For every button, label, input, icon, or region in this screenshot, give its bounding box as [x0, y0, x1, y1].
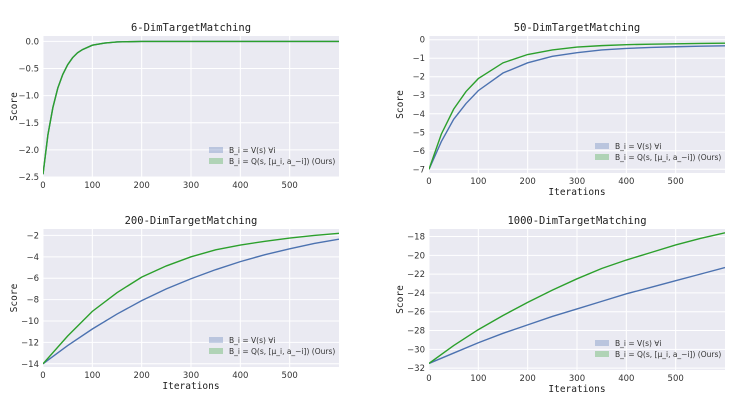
x-tick-label: 300 [183, 181, 199, 191]
x-tick-label: 200 [134, 371, 150, 381]
x-axis-label: Iterations [548, 384, 605, 395]
legend-swatch-1 [209, 147, 223, 153]
x-tick-label: 0 [426, 177, 431, 187]
x-tick-label: 300 [183, 371, 199, 381]
x-tick-label: 300 [569, 177, 585, 187]
y-tick-label: −28 [407, 327, 425, 337]
series-line-2 [43, 40, 339, 175]
x-tick-label: 100 [470, 374, 486, 384]
chart-title: 200-DimTargetMatching [125, 215, 258, 227]
y-tick-label: −14 [21, 360, 39, 370]
y-tick-label: −12 [21, 338, 39, 348]
y-tick-label: −2 [412, 73, 425, 83]
legend-swatch-2 [209, 348, 223, 354]
legend-swatch-1 [595, 143, 609, 149]
y-tick-label: −1 [412, 54, 425, 64]
legend-label-1: B_i = V(s) ∀i [615, 339, 662, 348]
x-tick-label: 200 [134, 181, 150, 191]
x-tick-label: 0 [40, 181, 45, 191]
x-tick-label: 100 [84, 181, 100, 191]
legend-label-2: B_i = Q(s, [μ_i, a_−i]) (Ours) [615, 350, 721, 359]
x-tick-label: 500 [282, 371, 298, 381]
legend-label-2: B_i = Q(s, [μ_i, a_−i]) (Ours) [229, 347, 335, 356]
x-tick-label: 500 [282, 181, 298, 191]
y-tick-label: −8 [26, 296, 39, 306]
y-tick-label: −22 [407, 270, 425, 280]
series-line-2 [429, 42, 725, 170]
x-tick-label: 500 [668, 374, 684, 384]
y-axis-label: Score [395, 90, 406, 119]
x-tick-label: 500 [668, 177, 684, 187]
chart-panel-3: 200-DimTargetMatching 0 100 200 300 400 500 −2 −… [9, 215, 339, 392]
y-tick-label: −0.5 [18, 65, 39, 75]
legend-swatch-2 [595, 351, 609, 357]
x-tick-label: 300 [569, 374, 585, 384]
legend-label-1: B_i = V(s) ∀i [229, 146, 276, 155]
y-axis-label: Score [395, 285, 406, 314]
x-tick-label: 400 [618, 177, 634, 187]
y-tick-label: −6 [26, 274, 39, 284]
legend-swatch-1 [595, 340, 609, 346]
y-tick-label: −20 [407, 251, 425, 261]
x-tick-label: 0 [426, 374, 431, 384]
series-line-1 [43, 238, 339, 365]
y-tick-label: −4 [26, 253, 39, 263]
x-tick-label: 100 [84, 371, 100, 381]
series-line-2 [429, 232, 725, 364]
x-axis-label: Iterations [162, 381, 219, 392]
chart-title: 50-DimTargetMatching [514, 22, 640, 34]
y-axis-label: Score [9, 283, 20, 312]
y-tick-label: 0.0 [25, 37, 39, 47]
y-tick-label: −26 [407, 308, 425, 318]
y-tick-label: −4 [412, 110, 425, 120]
legend-swatch-1 [209, 337, 223, 343]
y-tick-label: −1.5 [18, 119, 39, 129]
y-tick-label: −24 [407, 289, 425, 299]
y-tick-label: −6 [412, 147, 425, 157]
y-tick-label: −32 [407, 364, 425, 374]
series-line-1 [429, 45, 725, 170]
y-tick-label: −1.0 [18, 92, 39, 102]
x-tick-label: 200 [520, 177, 536, 187]
series-line-1 [429, 266, 725, 365]
legend-label-1: B_i = V(s) ∀i [615, 142, 662, 151]
legend-swatch-2 [209, 158, 223, 164]
x-tick-label: 400 [618, 374, 634, 384]
chart-title: 6-DimTargetMatching [131, 22, 251, 34]
chart-panel-1: 6-DimTargetMatching 0 100 200 300 400 500 0.0 −0… [9, 22, 339, 191]
y-axis-label: Score [9, 92, 20, 121]
y-tick-label: −5 [412, 128, 425, 138]
y-tick-label: −3 [412, 91, 425, 101]
y-tick-label: −2.5 [18, 173, 39, 183]
y-tick-label: −30 [407, 345, 425, 355]
y-tick-label: −18 [407, 233, 425, 243]
legend-label-2: B_i = Q(s, [μ_i, a_−i]) (Ours) [229, 157, 335, 166]
x-axis-label: Iterations [548, 187, 605, 198]
y-tick-label: 0 [420, 36, 425, 46]
y-tick-label: −2.0 [18, 146, 39, 156]
y-tick-label: −2 [26, 231, 39, 241]
series-line-2 [43, 232, 339, 365]
x-tick-label: 100 [470, 177, 486, 187]
legend-label-1: B_i = V(s) ∀i [229, 336, 276, 345]
legend-label-2: B_i = Q(s, [μ_i, a_−i]) (Ours) [615, 153, 721, 162]
x-tick-label: 400 [232, 181, 248, 191]
chart-title: 1000-DimTargetMatching [507, 215, 646, 227]
chart-panel-2: 50-DimTargetMatching 0 100 200 300 400 500 0 −1 −… [395, 22, 725, 198]
y-tick-label: −10 [21, 317, 39, 327]
x-tick-label: 0 [40, 371, 45, 381]
chart-panel-4: 1000-DimTargetMatching 0 100 200 300 400 500 −1… [395, 215, 725, 395]
y-tick-label: −7 [412, 165, 425, 175]
x-tick-label: 200 [520, 374, 536, 384]
legend-swatch-2 [595, 154, 609, 160]
x-tick-label: 400 [232, 371, 248, 381]
